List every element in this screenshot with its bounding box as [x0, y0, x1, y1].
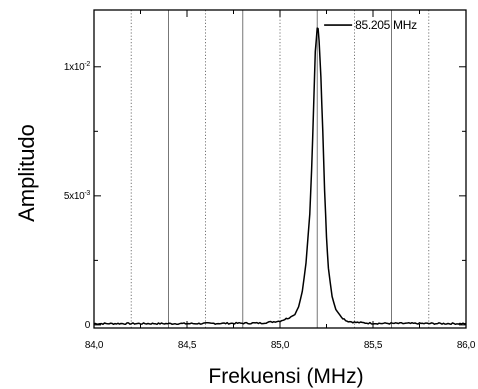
plot-frame — [93, 9, 467, 329]
x-tick-label: 86,0 — [457, 340, 476, 351]
x-tick-label: 84,5 — [178, 340, 197, 351]
y-tick-label: 0 — [85, 320, 91, 331]
y-axis-title: Amplitudo — [14, 124, 39, 222]
x-tick-labels: 84,0 84,5 85,0 85,5 86,0 — [85, 340, 476, 351]
y-tick-label: 1x10-2 — [64, 61, 91, 73]
x-tick-label: 85,5 — [364, 340, 383, 351]
axis-ticks — [93, 10, 467, 328]
series-line — [93, 27, 467, 326]
vertical-gridlines — [130, 10, 430, 328]
y-tick-labels: 0 5x10-3 1x10-2 — [64, 61, 91, 331]
peak-annotation: 85.205 MHz — [355, 18, 417, 32]
x-tick-label: 84,0 — [85, 340, 104, 351]
x-axis-title: Frekuensi (MHz) — [208, 365, 363, 388]
x-tick-label: 85,0 — [271, 340, 290, 351]
annotations: 85.205 MHz — [324, 18, 417, 32]
series-layer — [93, 27, 467, 326]
y-tick-label: 5x10-3 — [64, 190, 91, 202]
